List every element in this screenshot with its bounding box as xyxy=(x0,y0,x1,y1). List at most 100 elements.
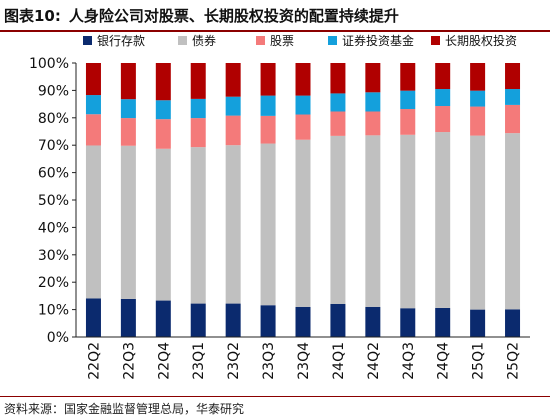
bar-25Q2-series-0 xyxy=(505,309,521,337)
y-tick-label-2: 20% xyxy=(38,275,69,291)
bar-22Q3-series-0 xyxy=(120,298,136,337)
bar-25Q2-series-4 xyxy=(505,63,521,90)
legend: 银行存款 债券 股票 证券投资基金 长期股权投资 xyxy=(83,33,517,48)
bar-22Q4-series-3 xyxy=(155,100,171,120)
bar-22Q2-series-2 xyxy=(85,114,101,146)
bar-22Q3-series-2 xyxy=(120,118,136,146)
bar-25Q1-series-0 xyxy=(470,309,486,337)
x-tick-label-5: 23Q3 xyxy=(261,342,277,380)
legend-label-4: 长期股权投资 xyxy=(445,33,517,48)
bar-24Q4-series-3 xyxy=(435,89,451,107)
bar-23Q4-series-0 xyxy=(295,306,311,337)
bar-24Q2-series-1 xyxy=(365,135,381,307)
bar-24Q1-series-3 xyxy=(330,93,346,112)
bar-23Q2-series-0 xyxy=(225,303,241,337)
legend-swatch-3 xyxy=(328,36,337,45)
legend-label-0: 银行存款 xyxy=(97,34,145,48)
bar-24Q3-series-4 xyxy=(400,63,416,91)
bar-24Q2-series-0 xyxy=(365,306,381,337)
x-tick-label-11: 25Q1 xyxy=(471,342,487,380)
bar-23Q4-series-2 xyxy=(295,114,311,140)
bar-24Q4-series-1 xyxy=(435,132,451,308)
y-tick-label-7: 70% xyxy=(38,138,69,154)
x-tick-label-8: 24Q2 xyxy=(366,342,382,380)
chart-title: 人身险公司对股票、长期股权投资的配置持续提升 xyxy=(68,6,399,25)
bar-23Q2-series-3 xyxy=(225,96,241,116)
bar-22Q2-series-4 xyxy=(85,63,101,96)
y-tick-label-10: 100% xyxy=(29,56,69,72)
bar-23Q1-series-0 xyxy=(190,303,206,337)
bar-22Q2-series-0 xyxy=(85,298,101,337)
bar-24Q3-series-0 xyxy=(400,308,416,337)
x-tick-label-3: 23Q1 xyxy=(191,342,207,380)
bar-23Q2-series-4 xyxy=(225,63,241,97)
legend-label-1: 债券 xyxy=(192,33,216,48)
y-tick-label-6: 60% xyxy=(38,166,69,182)
legend-label-2: 股票 xyxy=(270,34,294,48)
bar-23Q1-series-1 xyxy=(190,147,206,304)
bar-22Q2-series-1 xyxy=(85,145,101,299)
y-tick-label-1: 10% xyxy=(38,303,69,319)
legend-swatch-0 xyxy=(83,36,92,45)
bar-24Q3-series-1 xyxy=(400,134,416,309)
bar-22Q4-series-2 xyxy=(155,119,171,149)
y-tick-label-0: 0% xyxy=(47,330,69,346)
bar-22Q4-series-4 xyxy=(155,63,171,101)
bar-23Q3-series-1 xyxy=(260,143,276,306)
bar-25Q1-series-2 xyxy=(470,106,486,136)
y-tick-label-9: 90% xyxy=(38,83,69,99)
source-note: 资料来源：国家金融监督管理总局，华泰研究 xyxy=(4,402,245,416)
x-tick-label-0: 22Q2 xyxy=(86,342,102,380)
legend-swatch-1 xyxy=(178,36,187,45)
bar-23Q3-series-3 xyxy=(260,95,276,116)
y-tick-label-5: 50% xyxy=(38,193,69,209)
bar-22Q4-series-0 xyxy=(155,300,171,337)
bar-24Q1-series-0 xyxy=(330,303,346,337)
legend-swatch-4 xyxy=(431,36,440,45)
bar-24Q3-series-3 xyxy=(400,90,416,110)
bar-23Q4-series-1 xyxy=(295,139,311,307)
bar-25Q1-series-4 xyxy=(470,63,486,91)
bar-24Q1-series-1 xyxy=(330,135,346,304)
bar-24Q4-series-2 xyxy=(435,106,451,133)
bar-22Q3-series-4 xyxy=(120,63,136,100)
x-tick-label-2: 22Q4 xyxy=(156,342,172,380)
x-tick-label-10: 24Q4 xyxy=(436,342,452,380)
bar-23Q2-series-1 xyxy=(225,145,241,304)
bar-23Q4-series-4 xyxy=(295,63,311,96)
bar-25Q2-series-3 xyxy=(505,89,521,105)
bar-24Q3-series-2 xyxy=(400,109,416,135)
bar-23Q4-series-3 xyxy=(295,95,311,115)
bar-24Q2-series-4 xyxy=(365,63,381,93)
y-tick-label-8: 80% xyxy=(38,111,69,127)
bar-24Q2-series-2 xyxy=(365,111,381,136)
bar-23Q3-series-0 xyxy=(260,305,276,337)
bar-24Q4-series-4 xyxy=(435,63,451,90)
bar-23Q1-series-2 xyxy=(190,118,206,148)
bar-24Q1-series-2 xyxy=(330,111,346,136)
bar-22Q2-series-3 xyxy=(85,95,101,115)
bar-23Q1-series-4 xyxy=(190,63,206,99)
x-tick-label-6: 23Q4 xyxy=(296,342,312,380)
x-tick-label-1: 22Q3 xyxy=(121,342,137,380)
x-tick-label-4: 23Q2 xyxy=(226,342,242,380)
legend-label-3: 证券投资基金 xyxy=(342,33,414,48)
bar-23Q1-series-3 xyxy=(190,98,206,119)
bar-24Q2-series-3 xyxy=(365,92,381,112)
bar-22Q3-series-3 xyxy=(120,99,136,119)
x-axis: 22Q2 22Q3 22Q4 23Q1 23Q2 23Q3 23Q4 24Q1 24Q2 24Q3… xyxy=(76,336,530,380)
x-tick-label-9: 24Q3 xyxy=(401,342,417,380)
bar-25Q2-series-2 xyxy=(505,104,521,134)
source-divider xyxy=(0,396,550,397)
legend-swatch-2 xyxy=(256,36,265,45)
x-tick-label-7: 24Q1 xyxy=(331,342,347,380)
chart-title-bar: 图表10: 人身险公司对股票、长期股权投资的配置持续提升 xyxy=(0,0,550,30)
bar-22Q4-series-1 xyxy=(155,148,171,301)
bar-23Q3-series-2 xyxy=(260,115,276,144)
bars xyxy=(85,63,521,337)
bar-25Q1-series-1 xyxy=(470,135,486,310)
bar-23Q2-series-2 xyxy=(225,115,241,146)
figure-number: 图表10: xyxy=(4,6,61,25)
y-tick-label-3: 30% xyxy=(38,248,69,264)
bar-24Q1-series-4 xyxy=(330,63,346,94)
